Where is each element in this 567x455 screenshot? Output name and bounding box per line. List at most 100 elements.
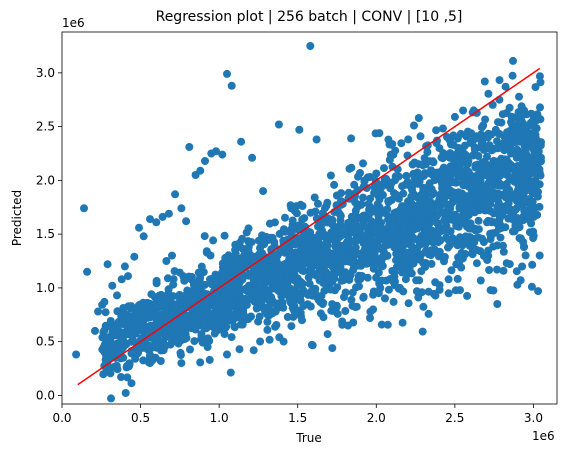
scatter-point — [447, 266, 456, 275]
scatter-point — [399, 206, 408, 215]
scatter-point — [513, 280, 522, 289]
scatter-point — [120, 262, 129, 271]
scatter-point — [355, 227, 364, 236]
scatter-point — [308, 260, 317, 269]
scatter-point — [156, 357, 165, 365]
plot-frame — [61, 31, 558, 405]
scatter-point — [505, 126, 514, 135]
scatter-point — [154, 318, 163, 327]
scatter-point — [529, 234, 538, 242]
scatter-point — [493, 137, 501, 146]
scatter-point — [102, 349, 110, 358]
scatter-point — [505, 174, 514, 183]
scatter-point — [390, 209, 399, 218]
scatter-point — [199, 311, 208, 320]
scatter-point — [139, 232, 148, 241]
scatter-point — [485, 266, 494, 274]
scatter-point — [484, 216, 493, 225]
scatter-point — [536, 103, 544, 112]
scatter-point — [345, 164, 354, 173]
scatter-point — [134, 313, 143, 322]
scatter-point — [110, 331, 119, 340]
scatter-point — [99, 370, 108, 379]
scatter-point — [455, 233, 464, 242]
scatter-point — [492, 157, 501, 166]
scatter-point — [221, 323, 230, 332]
scatter-point — [490, 177, 499, 186]
scatter-point — [323, 330, 332, 339]
scatter-point — [468, 193, 477, 202]
scatter-point — [439, 163, 448, 172]
scatter-point — [351, 198, 360, 207]
scatter-point — [461, 150, 470, 159]
scatter-point — [481, 160, 489, 169]
scatter-point — [535, 168, 544, 177]
scatter-point — [184, 274, 193, 283]
scatter-point — [94, 307, 103, 316]
scatter-point — [265, 335, 274, 344]
scatter-point — [318, 219, 327, 228]
scatter-point — [205, 337, 214, 345]
scatter-point — [168, 251, 176, 260]
scatter-point — [387, 215, 396, 224]
scatter-point — [182, 217, 191, 226]
scatter-point — [347, 237, 356, 246]
scatter-point — [497, 118, 506, 127]
scatter-point — [373, 242, 382, 251]
scatter-point — [524, 121, 533, 130]
scatter-point — [272, 256, 281, 265]
chart-title: Regression plot | 256 batch | CONV | [10… — [156, 9, 463, 25]
scatter-point — [477, 200, 486, 209]
scatter-point — [449, 197, 458, 206]
scatter-point — [209, 236, 218, 245]
scatter-point — [377, 320, 386, 329]
x-axis-ticks: 0.0 0.5 1.0 1.5 2.0 2.5 3.0 — [52, 404, 543, 425]
scatter-point — [134, 307, 142, 316]
y-offset-label: 1e6 — [62, 16, 85, 30]
scatter-point — [416, 132, 425, 141]
scatter-point — [328, 277, 337, 286]
scatter-point — [401, 275, 410, 284]
scatter-point — [414, 114, 423, 122]
scatter-point — [472, 259, 481, 268]
scatter-point — [142, 304, 151, 313]
scatter-point — [347, 212, 356, 221]
scatter-point — [196, 358, 205, 367]
scatter-point — [527, 109, 536, 118]
scatter-point — [117, 275, 126, 284]
scatter-point — [369, 305, 378, 314]
scatter-point — [254, 317, 263, 326]
scatter-point — [516, 173, 525, 182]
scatter-point — [397, 217, 406, 226]
scatter-point — [294, 259, 303, 268]
scatter-point — [349, 228, 358, 237]
scatter-point — [127, 379, 136, 388]
scatter-point — [479, 121, 488, 130]
scatter-point — [350, 220, 359, 229]
scatter-point — [407, 192, 416, 201]
scatter-point — [499, 241, 507, 250]
scatter-point — [419, 184, 428, 193]
scatter-point — [502, 259, 511, 268]
scatter-point — [198, 338, 207, 347]
scatter-point — [281, 265, 290, 274]
scatter-point — [389, 297, 398, 306]
scatter-point — [250, 274, 258, 283]
scatter-point — [164, 289, 173, 298]
scatter-point — [354, 261, 363, 270]
scatter-point — [324, 248, 333, 256]
scatter-point — [496, 233, 505, 242]
scatter-point — [417, 267, 426, 276]
scatter-point — [395, 283, 404, 292]
scatter-point — [218, 150, 227, 159]
scatter-point — [406, 203, 415, 212]
scatter-point — [238, 275, 247, 284]
scatter-point — [476, 276, 485, 285]
scatter-point — [288, 216, 297, 225]
y-tick-label: 0.5 — [36, 335, 55, 349]
scatter-point — [474, 152, 483, 160]
scatter-point — [438, 154, 447, 163]
scatter-point — [227, 310, 236, 319]
scatter-point — [212, 147, 220, 156]
scatter-point — [313, 252, 322, 261]
